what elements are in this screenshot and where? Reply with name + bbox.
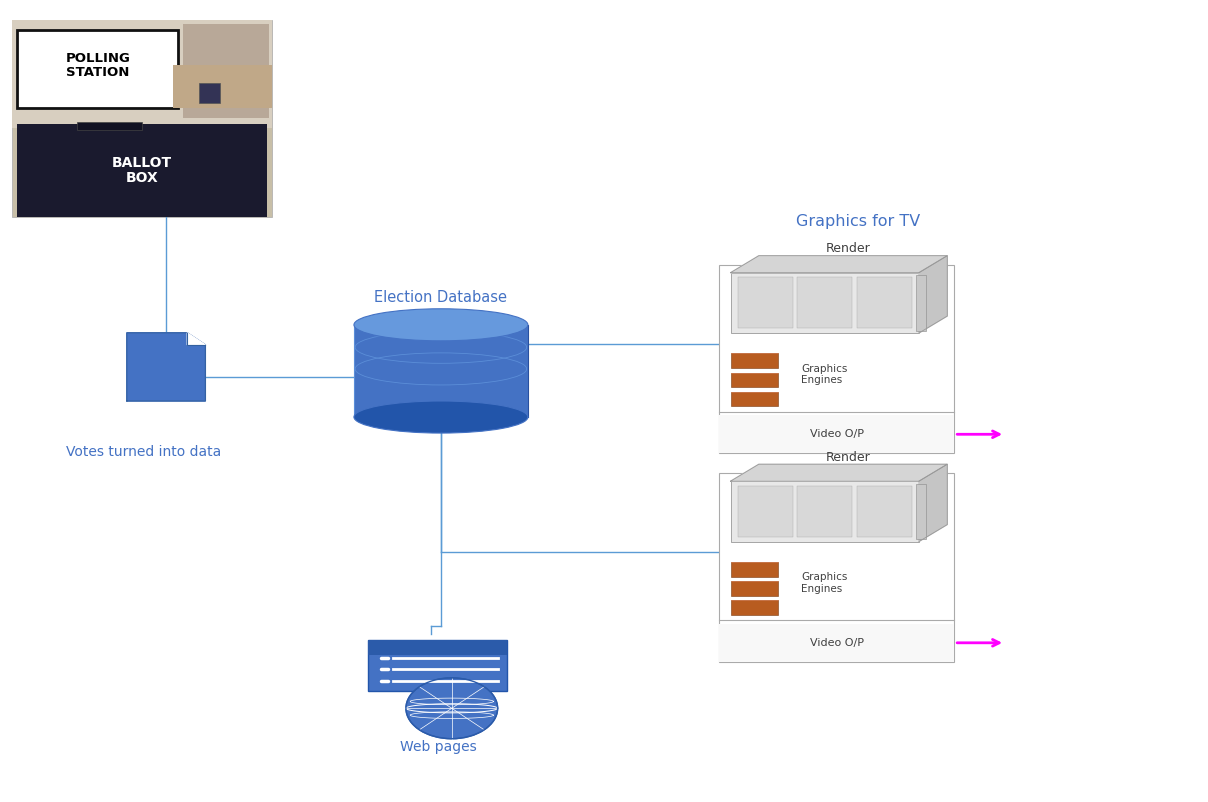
Text: Graphics
Engines: Graphics Engines — [801, 363, 848, 385]
Polygon shape — [731, 256, 947, 273]
FancyBboxPatch shape — [731, 372, 778, 387]
FancyBboxPatch shape — [916, 484, 925, 539]
FancyBboxPatch shape — [738, 486, 792, 537]
Text: Render: Render — [826, 451, 871, 464]
FancyBboxPatch shape — [731, 600, 778, 614]
Text: Video O/P: Video O/P — [809, 638, 864, 648]
FancyBboxPatch shape — [738, 277, 792, 328]
Circle shape — [406, 678, 498, 739]
Polygon shape — [127, 333, 205, 401]
Polygon shape — [187, 333, 205, 345]
FancyBboxPatch shape — [731, 562, 778, 577]
FancyBboxPatch shape — [368, 640, 507, 655]
Ellipse shape — [354, 309, 528, 341]
FancyBboxPatch shape — [797, 277, 852, 328]
Polygon shape — [731, 464, 947, 481]
Text: BALLOT
BOX: BALLOT BOX — [112, 156, 172, 185]
Text: Graphics
Engines: Graphics Engines — [801, 572, 848, 593]
Ellipse shape — [354, 401, 528, 433]
FancyBboxPatch shape — [797, 486, 852, 537]
FancyBboxPatch shape — [731, 273, 919, 333]
FancyBboxPatch shape — [12, 20, 272, 128]
FancyBboxPatch shape — [719, 624, 954, 662]
FancyBboxPatch shape — [731, 391, 778, 406]
FancyBboxPatch shape — [184, 24, 269, 118]
Text: Render: Render — [826, 242, 871, 255]
Polygon shape — [919, 256, 947, 333]
FancyBboxPatch shape — [368, 640, 507, 691]
FancyBboxPatch shape — [77, 122, 143, 130]
Polygon shape — [919, 464, 947, 541]
FancyBboxPatch shape — [916, 275, 925, 330]
Text: Video O/P: Video O/P — [809, 429, 864, 439]
FancyBboxPatch shape — [856, 277, 912, 328]
FancyBboxPatch shape — [719, 415, 954, 453]
FancyBboxPatch shape — [17, 30, 179, 108]
FancyBboxPatch shape — [731, 481, 919, 541]
Text: Votes turned into data: Votes turned into data — [66, 445, 222, 459]
Text: Graphics for TV: Graphics for TV — [796, 213, 919, 229]
Text: POLLING
STATION: POLLING STATION — [65, 51, 130, 79]
FancyBboxPatch shape — [12, 20, 272, 217]
FancyBboxPatch shape — [17, 124, 267, 217]
FancyBboxPatch shape — [173, 65, 272, 108]
Text: Election Database: Election Database — [374, 290, 507, 305]
FancyBboxPatch shape — [856, 486, 912, 537]
FancyBboxPatch shape — [731, 354, 778, 368]
FancyBboxPatch shape — [719, 265, 954, 453]
FancyBboxPatch shape — [354, 325, 528, 417]
FancyBboxPatch shape — [199, 83, 220, 103]
FancyBboxPatch shape — [719, 473, 954, 662]
Text: Web pages: Web pages — [400, 740, 476, 754]
FancyBboxPatch shape — [731, 581, 778, 596]
